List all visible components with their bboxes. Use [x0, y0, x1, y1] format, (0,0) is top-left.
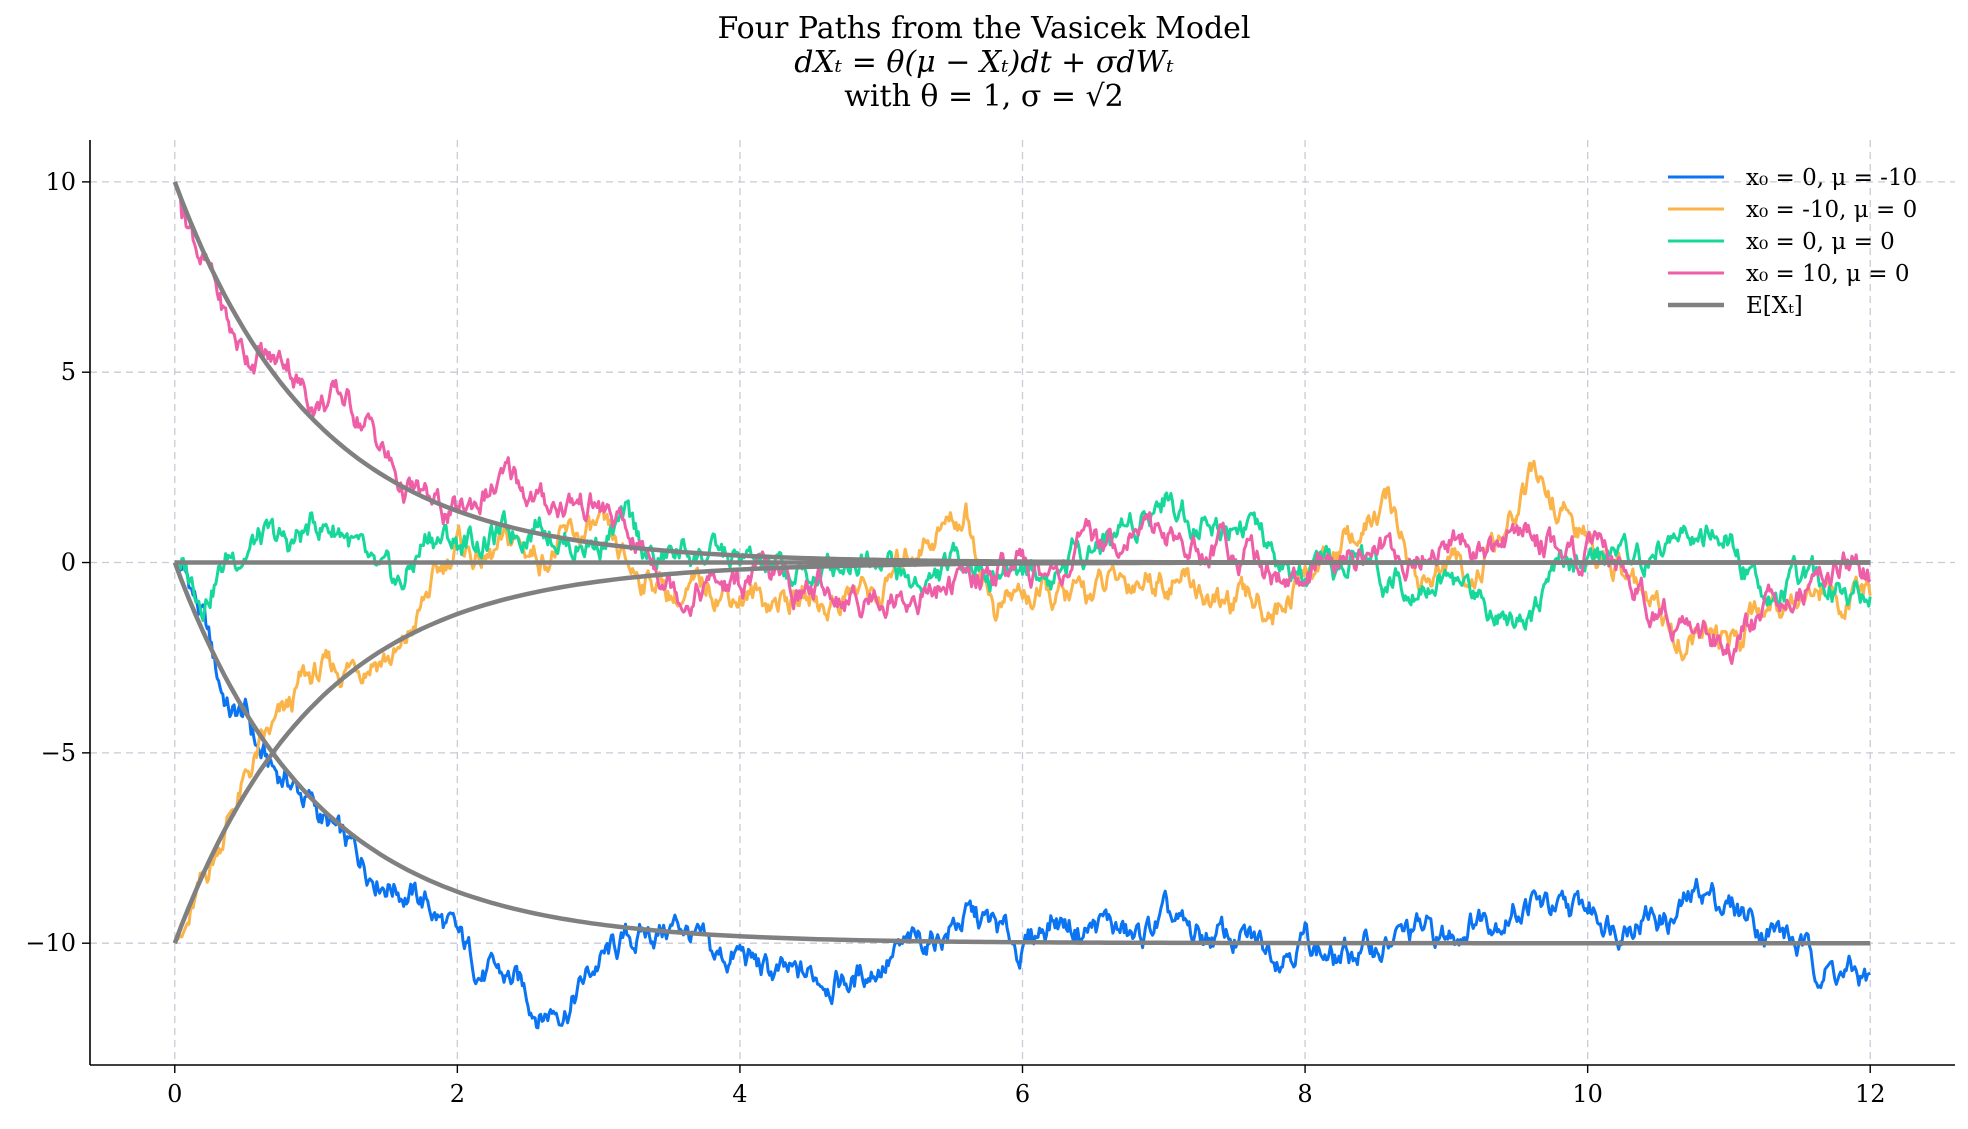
series-line [173, 561, 1871, 1030]
grid-lines [90, 140, 1955, 1065]
legend: x₀ = 0, μ = -10 x₀ = -10, μ = 0 x₀ = 0, μ … [1668, 165, 1917, 319]
x-tick-label: 2 [450, 1080, 465, 1108]
chart-title: Four Paths from the Vasicek Model [717, 11, 1251, 46]
legend-label: x₀ = 0, μ = 0 [1746, 229, 1895, 255]
tick-labels: 0 2 4 6 8 10 12 10 5 0 −5 −10 [25, 168, 1885, 1108]
x-tick-label: 0 [167, 1080, 182, 1108]
legend-label: x₀ = 0, μ = -10 [1746, 165, 1917, 191]
series-line [173, 491, 1872, 631]
y-tick-label: 5 [61, 358, 76, 386]
legend-label: x₀ = 10, μ = 0 [1746, 261, 1909, 287]
y-tick-label: 0 [61, 549, 76, 577]
y-tick-label: −10 [25, 929, 76, 957]
legend-label: E[Xₜ] [1746, 293, 1803, 319]
x-tick-label: 4 [732, 1080, 747, 1108]
expectation-curve [172, 561, 1871, 946]
y-tick-label: 10 [45, 168, 76, 196]
series-layer [173, 181, 1872, 1030]
legend-label: x₀ = -10, μ = 0 [1746, 197, 1917, 223]
expectation-layer [172, 181, 1871, 946]
x-tick-label: 12 [1855, 1080, 1886, 1108]
y-tick-label: −5 [41, 739, 76, 767]
chart-title-block: Four Paths from the Vasicek Model dXₜ = … [0, 12, 1968, 114]
chart-parameters: with θ = 1, σ = √2 [844, 79, 1124, 114]
x-tick-label: 8 [1297, 1080, 1312, 1108]
x-tick-label: 10 [1572, 1080, 1603, 1108]
series-line [173, 181, 1872, 665]
x-tick-label: 6 [1015, 1080, 1030, 1108]
chart-equation: dXₜ = θ(μ − Xₜ)dt + σdWₜ [794, 45, 1174, 80]
